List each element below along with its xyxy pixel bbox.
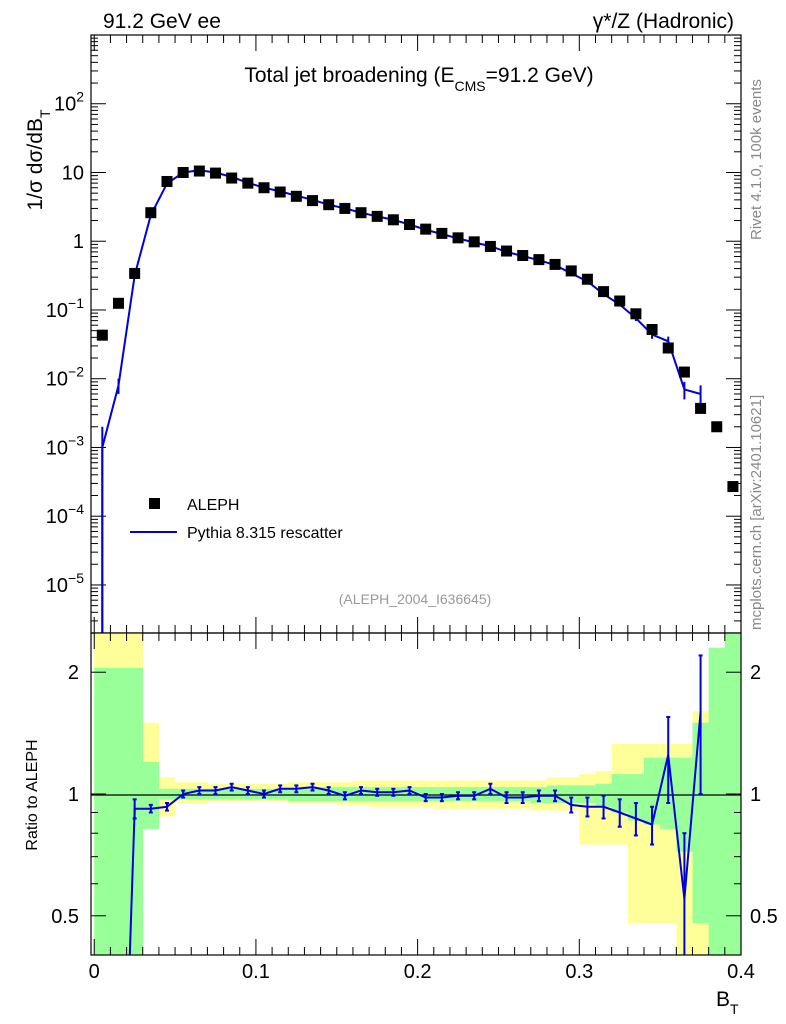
aleph-point <box>501 245 513 257</box>
main-y-tick-label: 10−3 <box>46 432 84 459</box>
ratio-y-tick-label-left: 0.5 <box>51 906 79 928</box>
aleph-point <box>420 223 432 235</box>
aleph-point <box>662 342 674 354</box>
main-y-tick-label: 1 <box>73 231 84 253</box>
ratio-band-inner <box>724 633 741 955</box>
chart-title: Total jet broadening (ECMS=91.2 GeV) <box>244 64 593 94</box>
aleph-point <box>145 207 157 219</box>
aleph-point <box>290 190 302 202</box>
aleph-point <box>727 481 739 493</box>
aleph-point <box>436 227 448 239</box>
aleph-point <box>307 195 319 207</box>
aleph-point <box>678 366 690 378</box>
aleph-point <box>581 273 593 285</box>
ratio-band-inner <box>627 774 645 821</box>
rivet-label: Rivet 4.1.0, 100k events <box>748 79 765 240</box>
aleph-point <box>517 250 529 262</box>
ratio-band-inner <box>611 774 629 813</box>
y-axis-label: 1/σ dσ/dBT <box>24 109 53 210</box>
ratio-panel: 2 2 1 1 0.5 0.5 0 0.1 0.2 0.3 0.4 Ratio to ALEPH B… <box>24 632 778 1017</box>
aleph-point <box>452 232 464 244</box>
ratio-band-inner <box>563 785 580 804</box>
main-panel: 102 10 1 10−1 10−2 10−3 10−4 10−5 Total jet bro… <box>24 34 742 634</box>
x-axis-label: BT <box>716 988 739 1017</box>
aleph-point <box>549 258 561 270</box>
aleph-point <box>630 308 642 320</box>
ratio-data-layer <box>128 654 703 955</box>
main-y-tick-label: 10−5 <box>46 570 84 597</box>
aleph-point <box>404 219 416 231</box>
header-left: 91.2 GeV ee <box>103 10 221 33</box>
main-data-layer <box>96 165 739 633</box>
aleph-point <box>193 165 205 177</box>
mcplots-label: mcplots.cern.ch [arXiv:2401.10621] <box>748 395 765 630</box>
aleph-point <box>161 175 173 187</box>
ratio-y-tick-label-right: 2 <box>750 662 761 684</box>
legend-label-pythia: Pythia 8.315 rescatter <box>187 525 343 542</box>
aleph-point <box>711 421 723 433</box>
x-tick-label: 0.1 <box>242 961 270 983</box>
aleph-point <box>274 186 286 198</box>
aleph-point <box>112 297 124 309</box>
ratio-frame <box>90 632 742 956</box>
aleph-point <box>614 295 626 307</box>
x-tick-label: 0.4 <box>727 961 755 983</box>
ratio-band-inner <box>692 722 709 923</box>
ratio-band-inner <box>158 788 176 800</box>
main-y-ticks <box>91 34 741 634</box>
header-right: γ*/Z (Hadronic) <box>593 10 734 33</box>
x-tick-label: 0.2 <box>404 961 432 983</box>
main-y-tick-label: 10−4 <box>46 501 84 528</box>
ratio-band-inner <box>94 667 111 955</box>
main-y-tick-label: 10−1 <box>46 295 84 322</box>
aleph-point <box>371 210 383 222</box>
aleph-point <box>323 199 335 211</box>
legend: ALEPH Pythia 8.315 rescatter <box>130 497 343 542</box>
legend-label-aleph: ALEPH <box>187 497 239 514</box>
ratio-y-tick-label-left: 1 <box>68 784 79 806</box>
aleph-point <box>695 402 707 414</box>
ratio-band-inner <box>708 647 726 955</box>
main-y-tick-label: 102 <box>54 89 84 116</box>
analysis-annotation: (ALEPH_2004_I636645) <box>339 591 492 607</box>
main-y-tick-label: 10−2 <box>46 364 84 391</box>
aleph-point <box>96 329 108 341</box>
aleph-point <box>210 167 222 179</box>
aleph-point <box>598 286 610 298</box>
aleph-point <box>355 207 367 219</box>
aleph-point <box>339 202 351 214</box>
ratio-ticks <box>91 633 742 956</box>
ratio-band-inner <box>223 788 241 800</box>
ratio-band-inner <box>110 667 127 955</box>
pythia-line <box>101 169 701 633</box>
ratio-tick-labels: 2 2 1 1 0.5 0.5 0 0.1 0.2 0.3 0.4 <box>51 662 778 983</box>
main-x-ticks <box>93 35 742 633</box>
ratio-y-tick-label-right: 1 <box>750 784 761 806</box>
ratio-band-inner <box>272 788 289 800</box>
aleph-point <box>387 214 399 226</box>
main-frame <box>90 34 742 634</box>
aleph-point <box>258 182 270 194</box>
main-y-tick-label: 10 <box>62 162 84 184</box>
aleph-point <box>242 177 254 189</box>
ratio-y-tick-label-left: 2 <box>68 662 79 684</box>
x-tick-label: 0.3 <box>565 961 593 983</box>
aleph-point <box>646 323 658 335</box>
aleph-point <box>565 265 577 277</box>
ratio-y-axis-label: Ratio to ALEPH <box>24 739 41 850</box>
aleph-point <box>533 254 545 266</box>
aleph-point <box>177 166 189 178</box>
aleph-point <box>226 172 238 184</box>
ratio-band-inner <box>676 757 693 852</box>
ratio-band-inner <box>579 785 596 804</box>
main-y-tick-labels: 102 10 1 10−1 10−2 10−3 10−4 10−5 <box>46 89 84 597</box>
ratio-y-tick-label-right: 0.5 <box>750 906 778 928</box>
legend-marker-aleph <box>149 498 160 509</box>
aleph-point <box>468 236 480 248</box>
x-tick-label: 0 <box>89 961 100 983</box>
ratio-band-inner <box>304 787 321 802</box>
aleph-point <box>129 267 141 279</box>
aleph-point <box>484 240 496 252</box>
